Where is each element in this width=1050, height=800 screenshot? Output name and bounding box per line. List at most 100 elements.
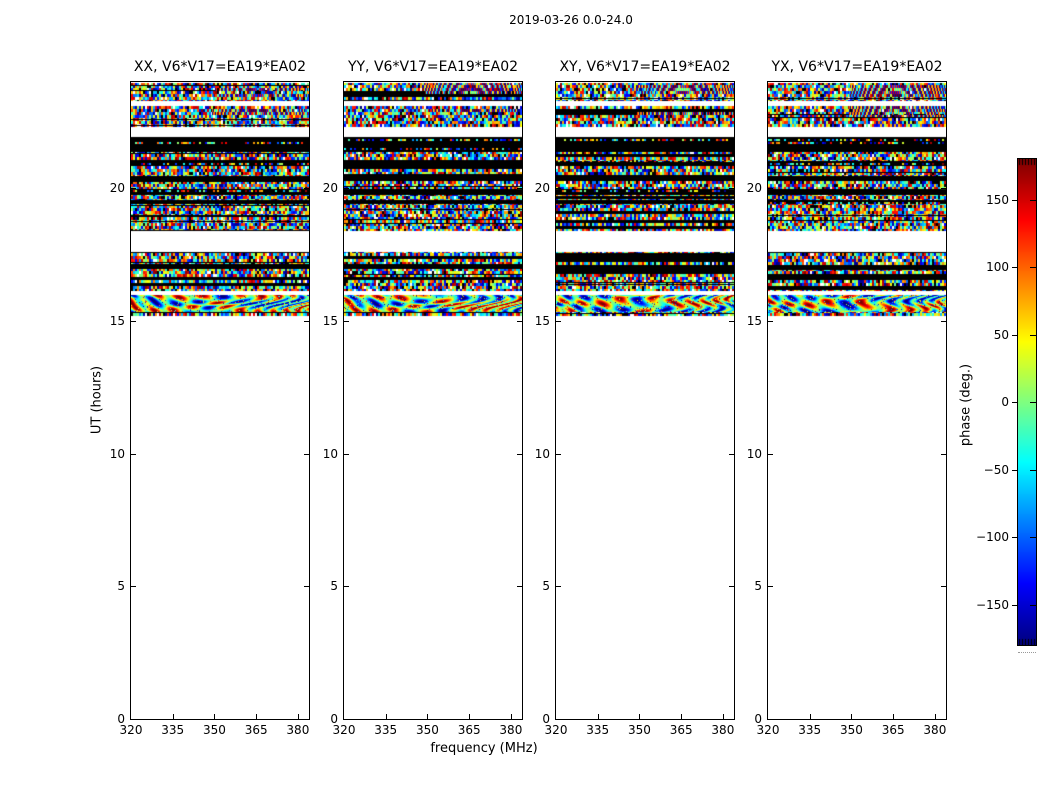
y-tick-label: 20 [534, 181, 550, 196]
y-tick-label: 10 [109, 446, 125, 461]
colorbar-tick-mark [1030, 470, 1036, 471]
x-tick-mark [214, 714, 215, 719]
subplot-title-xy: XY, V6*V17=EA19*EA02 [559, 59, 731, 75]
colorbar-underline-dots [1018, 652, 1036, 653]
y-tick-mark [344, 586, 349, 587]
y-tick-mark [556, 454, 561, 455]
x-tick-label: 380 [286, 723, 310, 737]
colorbar-tick-label: −150 [976, 597, 1009, 612]
x-tick-label: 380 [923, 723, 947, 737]
subplot-title-yy: YY, V6*V17=EA19*EA02 [347, 59, 519, 75]
colorbar-tick-mark [1012, 402, 1018, 403]
y-tick-label: 0 [542, 712, 550, 726]
x-tick-label: 365 [881, 723, 905, 737]
y-tick-mark [941, 586, 946, 587]
subplot-title-xx: XX, V6*V17=EA19*EA02 [133, 59, 307, 75]
colorbar-tick-label: 100 [986, 260, 1009, 274]
colorbar-tick-mark [1030, 605, 1036, 606]
y-tick-label: 5 [330, 579, 338, 594]
subplot-xy [555, 81, 735, 720]
colorbar-tick-mark [1012, 605, 1018, 606]
y-tick-label: 0 [117, 712, 125, 726]
colorbar-tick-label: 150 [986, 192, 1009, 207]
y-tick-mark [729, 454, 734, 455]
y-tick-label: 10 [534, 446, 550, 461]
x-tick-label: 320 [544, 723, 568, 737]
x-tick-label: 320 [119, 723, 143, 737]
colorbar-tick-mark [1030, 537, 1036, 538]
heatmap-canvas-xy [556, 82, 734, 719]
y-tick-label: 20 [746, 181, 762, 196]
y-tick-mark [517, 586, 522, 587]
x-tick-mark [723, 714, 724, 719]
colorbar-tick-mark [1012, 335, 1018, 336]
colorbar-tick-mark [1012, 470, 1018, 471]
x-tick-mark [427, 714, 428, 719]
y-tick-mark [556, 321, 561, 322]
x-tick-label: 380 [711, 723, 735, 737]
x-tick-label: 380 [499, 723, 523, 737]
subplot-title-yx: YX, V6*V17=EA19*EA02 [771, 59, 943, 75]
x-tick-mark [298, 714, 299, 719]
y-tick-label: 5 [117, 579, 125, 594]
x-tick-mark [893, 714, 894, 719]
y-tick-mark [304, 586, 309, 587]
y-tick-mark [729, 188, 734, 189]
subplot-yy [343, 81, 523, 720]
x-tick-label: 365 [244, 723, 268, 737]
y-tick-mark [768, 188, 773, 189]
heatmap-canvas-xx [131, 82, 309, 719]
y-tick-mark [344, 321, 349, 322]
y-tick-mark [131, 586, 136, 587]
y-tick-mark [941, 188, 946, 189]
x-tick-label: 335 [586, 723, 610, 737]
y-tick-mark [556, 586, 561, 587]
y-tick-mark [941, 321, 946, 322]
y-tick-mark [729, 321, 734, 322]
y-tick-mark [517, 321, 522, 322]
colorbar-tick-label: 0 [1001, 395, 1009, 409]
x-tick-label: 350 [627, 723, 651, 737]
colorbar-tick-mark [1012, 537, 1018, 538]
heatmap-canvas-yy [344, 82, 522, 719]
colorbar-tick-label: −50 [983, 462, 1009, 477]
x-tick-mark [256, 714, 257, 719]
y-tick-mark [556, 188, 561, 189]
x-tick-label: 335 [798, 723, 822, 737]
colorbar-tick-label: −100 [976, 530, 1009, 544]
y-tick-mark [768, 586, 773, 587]
y-tick-label: 10 [322, 446, 338, 461]
x-tick-mark [386, 714, 387, 719]
colorbar-tick-mark [1030, 402, 1036, 403]
y-tick-mark [131, 321, 136, 322]
y-tick-mark [304, 454, 309, 455]
x-tick-label: 320 [332, 723, 356, 737]
y-tick-label: 20 [322, 181, 338, 196]
x-tick-mark [851, 714, 852, 719]
y-tick-mark [344, 454, 349, 455]
y-tick-mark [304, 188, 309, 189]
x-tick-label: 335 [161, 723, 185, 737]
y-tick-label: 15 [534, 313, 550, 328]
x-tick-mark [681, 714, 682, 719]
y-tick-mark [729, 586, 734, 587]
x-tick-mark [469, 714, 470, 719]
y-tick-mark [131, 188, 136, 189]
x-tick-mark [598, 714, 599, 719]
colorbar-tick-mark [1030, 200, 1036, 201]
x-tick-mark [173, 714, 174, 719]
y-tick-label: 0 [754, 712, 762, 726]
colorbar-gradient [1018, 159, 1036, 645]
figure-title: 2019-03-26 0.0-24.0 [509, 13, 633, 27]
y-tick-label: 5 [754, 579, 762, 594]
y-tick-mark [131, 454, 136, 455]
colorbar-tick-mark [1012, 200, 1018, 201]
y-tick-label: 5 [542, 579, 550, 594]
x-tick-mark [810, 714, 811, 719]
colorbar-tick-label: 50 [993, 327, 1009, 342]
y-tick-label: 15 [746, 313, 762, 328]
y-tick-label: 10 [746, 446, 762, 461]
y-tick-label: 0 [330, 712, 338, 726]
y-tick-label: 20 [109, 181, 125, 196]
